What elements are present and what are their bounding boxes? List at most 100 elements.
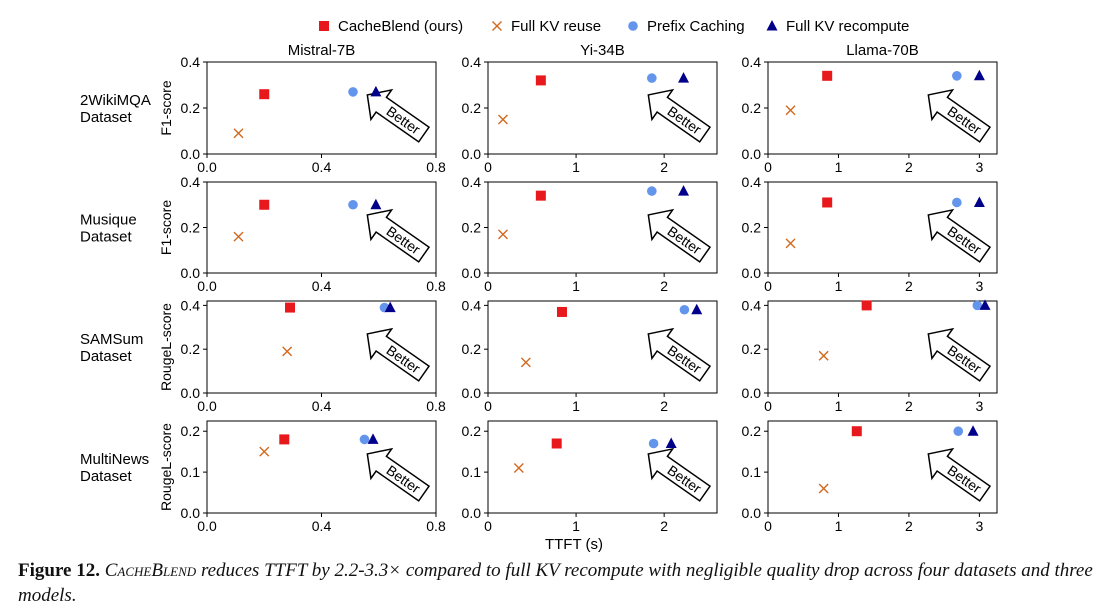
legend-label: CacheBlend (ours) bbox=[338, 18, 463, 35]
y-tick-label: 0.4 bbox=[181, 174, 201, 190]
panel: 0.0 0.2 0.4 0.0 0.4 0.8 Better bbox=[181, 54, 446, 175]
figure-canvas: CacheBlend (ours) Full KV reuse Prefix Cac… bbox=[80, 18, 998, 553]
data-point bbox=[359, 434, 370, 445]
x-tick-label: 2 bbox=[660, 278, 668, 294]
x-tick-label: 0.0 bbox=[197, 159, 217, 175]
data-point bbox=[535, 75, 546, 86]
data-point bbox=[678, 185, 690, 196]
data-point bbox=[679, 304, 690, 315]
better-arrow: Better bbox=[927, 208, 992, 263]
dataset-label-suffix: Dataset bbox=[80, 468, 133, 485]
data-point bbox=[973, 69, 985, 81]
legend-label: Full KV recompute bbox=[786, 18, 909, 35]
better-arrow: Better bbox=[647, 88, 712, 143]
data-point bbox=[551, 438, 562, 449]
panel: 0.0 0.2 0.4 0 1 2 3 Better bbox=[742, 54, 998, 175]
y-tick-label: 0.0 bbox=[181, 265, 201, 281]
panel-frame bbox=[767, 420, 998, 514]
y-axis-label: RougeL-score bbox=[158, 423, 174, 511]
panel-frame bbox=[487, 420, 718, 514]
better-arrow: Better bbox=[927, 447, 992, 502]
panel: 0.0 0.2 0.4 0 1 2 Better bbox=[462, 174, 718, 294]
data-point bbox=[233, 231, 244, 242]
panel-frame bbox=[767, 300, 998, 394]
x-tick-label: 1 bbox=[835, 278, 843, 294]
y-tick-label: 0.2 bbox=[181, 341, 201, 357]
legend-marker bbox=[766, 20, 778, 31]
data-point bbox=[822, 197, 833, 208]
x-axis-label: TTFT (s) bbox=[545, 536, 603, 553]
x-tick-label: 1 bbox=[835, 518, 843, 534]
better-arrow: Better bbox=[366, 447, 431, 502]
x-tick-label: 0.4 bbox=[312, 398, 332, 414]
y-tick-label: 0.0 bbox=[462, 505, 482, 521]
x-tick-label: 0 bbox=[484, 518, 492, 534]
y-axis-label: F1-score bbox=[158, 200, 174, 255]
better-arrow-shape bbox=[927, 447, 992, 502]
caption-figure-label: Figure 12. bbox=[18, 560, 100, 581]
y-tick-label: 0.4 bbox=[181, 54, 201, 70]
better-arrow: Better bbox=[366, 88, 431, 143]
x-tick-label: 0.0 bbox=[197, 398, 217, 414]
data-point bbox=[785, 105, 796, 116]
y-tick-label: 0.2 bbox=[742, 423, 762, 439]
y-axis-label: F1-score bbox=[158, 80, 174, 135]
x-tick-label: 1 bbox=[572, 159, 580, 175]
y-tick-label: 0.4 bbox=[742, 54, 762, 70]
data-point bbox=[279, 434, 290, 445]
x-tick-label: 1 bbox=[835, 398, 843, 414]
x-tick-label: 3 bbox=[975, 398, 983, 414]
figure-caption: Figure 12. CacheBlend reduces TTFT by 2.… bbox=[18, 558, 1103, 608]
x-tick-label: 0 bbox=[484, 159, 492, 175]
y-tick-label: 0.1 bbox=[742, 464, 762, 480]
data-point bbox=[259, 89, 270, 100]
data-point bbox=[785, 238, 796, 249]
legend-item: CacheBlend (ours) bbox=[319, 18, 463, 35]
data-point bbox=[497, 114, 508, 125]
better-arrow-shape bbox=[647, 88, 712, 143]
better-arrow-shape bbox=[927, 88, 992, 143]
x-tick-label: 0.8 bbox=[426, 159, 446, 175]
y-tick-label: 0.2 bbox=[181, 423, 201, 439]
panel: 0.0 0.2 0.4 0 1 2 Better bbox=[462, 54, 718, 175]
y-tick-label: 0.4 bbox=[462, 297, 482, 313]
data-point bbox=[285, 302, 296, 313]
y-tick-label: 0.2 bbox=[462, 423, 482, 439]
x-tick-label: 1 bbox=[572, 278, 580, 294]
legend-item: Full KV reuse bbox=[492, 18, 601, 35]
x-tick-label: 3 bbox=[975, 518, 983, 534]
y-tick-label: 0.2 bbox=[181, 220, 201, 236]
dataset-label: Musique bbox=[80, 212, 137, 229]
y-tick-label: 0.0 bbox=[181, 385, 201, 401]
y-tick-label: 0.2 bbox=[462, 100, 482, 116]
x-tick-label: 2 bbox=[660, 159, 668, 175]
better-arrow: Better bbox=[927, 88, 992, 143]
dataset-label-suffix: Dataset bbox=[80, 348, 133, 365]
x-tick-label: 0 bbox=[484, 398, 492, 414]
data-point bbox=[556, 306, 567, 317]
data-point bbox=[822, 70, 833, 81]
data-point bbox=[851, 426, 862, 437]
better-arrow: Better bbox=[366, 327, 431, 382]
data-point bbox=[691, 303, 703, 315]
better-arrow-shape bbox=[647, 327, 712, 382]
y-tick-label: 0.2 bbox=[181, 100, 201, 116]
dataset-label: MultiNews bbox=[80, 451, 149, 468]
panel: 0.0 0.2 0.4 0 1 2 3 Better bbox=[742, 297, 998, 414]
x-tick-label: 0.8 bbox=[426, 278, 446, 294]
better-arrow-shape bbox=[366, 208, 431, 263]
x-tick-label: 0 bbox=[484, 278, 492, 294]
data-point bbox=[647, 186, 657, 196]
better-arrow-shape bbox=[927, 208, 992, 263]
data-point bbox=[665, 437, 677, 448]
panel-frame bbox=[487, 300, 718, 394]
data-point bbox=[972, 300, 983, 311]
y-tick-label: 0.0 bbox=[462, 385, 482, 401]
y-tick-label: 0.4 bbox=[462, 54, 482, 70]
dataset-label: 2WikiMQA bbox=[80, 92, 151, 109]
dataset-label-suffix: Dataset bbox=[80, 229, 133, 246]
better-arrow: Better bbox=[647, 447, 712, 502]
better-arrow: Better bbox=[927, 327, 992, 382]
x-tick-label: 0.8 bbox=[426, 398, 446, 414]
